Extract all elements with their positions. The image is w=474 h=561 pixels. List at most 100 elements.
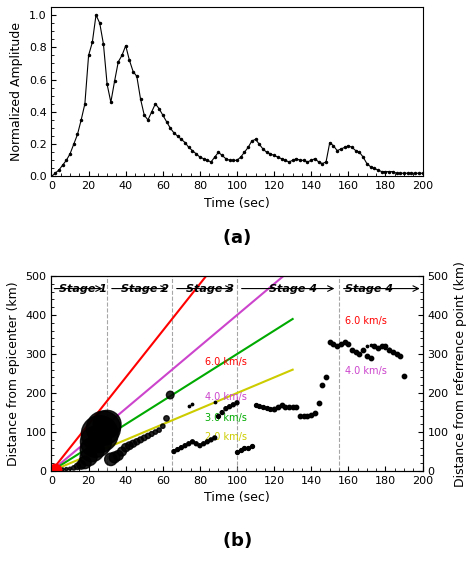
Point [215, 412, 222, 421]
Text: Stage 1: Stage 1 [59, 283, 107, 293]
Point [337, 340, 345, 349]
Point [103, 420, 111, 429]
Point [181, 441, 189, 450]
Point [51, 466, 59, 475]
X-axis label: Time (sec): Time (sec) [204, 197, 270, 210]
Point [66, 464, 74, 473]
Point [382, 343, 389, 352]
Point [77, 461, 85, 470]
Point [278, 400, 285, 409]
Y-axis label: Normalized Amplitude: Normalized Amplitude [10, 22, 23, 161]
Point [252, 400, 259, 409]
Point [137, 435, 144, 444]
Point [196, 441, 204, 450]
Point [174, 445, 182, 454]
Point [345, 340, 352, 349]
Point [133, 438, 141, 447]
Point [163, 414, 170, 423]
Point [118, 447, 126, 456]
Point [285, 402, 293, 411]
Point [378, 342, 385, 351]
Point [255, 401, 263, 410]
Point [385, 344, 393, 353]
Point [248, 441, 255, 450]
Point [219, 408, 226, 417]
Point [382, 342, 389, 351]
Point [144, 431, 152, 440]
Point [367, 353, 374, 362]
Point [359, 346, 367, 355]
Point [304, 411, 311, 420]
Point [363, 342, 371, 351]
Text: 3.0 km/s: 3.0 km/s [205, 413, 247, 423]
Y-axis label: Distance from epicenter (km): Distance from epicenter (km) [7, 281, 20, 466]
Point [244, 443, 252, 452]
Point [178, 443, 185, 452]
Point [211, 434, 219, 443]
Point [203, 438, 211, 447]
Point [55, 466, 63, 475]
Point [282, 402, 289, 411]
Point [222, 404, 230, 413]
Point [189, 399, 196, 408]
Point [315, 398, 322, 407]
Point [59, 465, 66, 474]
Point [274, 402, 282, 411]
Point [389, 348, 397, 357]
Point [233, 398, 241, 407]
Text: $\bf{(a)}$: $\bf{(a)}$ [222, 227, 252, 247]
Point [155, 426, 163, 435]
Point [115, 451, 122, 460]
Point [237, 445, 245, 454]
Point [300, 412, 308, 421]
Text: Stage 3: Stage 3 [186, 283, 234, 293]
Point [207, 435, 215, 444]
Point [326, 338, 334, 347]
Point [374, 344, 382, 353]
Point [367, 341, 374, 350]
Text: 4.0 km/s: 4.0 km/s [345, 366, 386, 376]
Point [348, 346, 356, 355]
Point [51, 466, 59, 475]
Point [129, 439, 137, 448]
Point [96, 430, 103, 439]
Point [270, 405, 278, 414]
Point [330, 340, 337, 349]
Text: $\bf{(b)}$: $\bf{(b)}$ [222, 530, 252, 550]
Point [200, 439, 208, 448]
Point [400, 371, 408, 380]
Point [266, 404, 274, 413]
Text: Stage 4: Stage 4 [345, 283, 392, 293]
Point [259, 402, 267, 411]
Point [111, 453, 118, 462]
Point [63, 465, 70, 473]
Point [122, 443, 129, 452]
Point [92, 438, 100, 447]
Point [263, 403, 271, 412]
Point [270, 404, 278, 413]
Point [152, 427, 159, 436]
Point [319, 381, 326, 390]
Point [356, 350, 363, 358]
Text: 4.0 km/s: 4.0 km/s [205, 392, 247, 402]
Point [363, 352, 371, 361]
Point [81, 458, 89, 467]
Point [170, 447, 178, 456]
Point [211, 397, 219, 406]
Point [385, 346, 393, 355]
Point [140, 434, 148, 443]
Text: Stage 2: Stage 2 [121, 283, 169, 293]
Point [226, 402, 233, 411]
Point [189, 438, 196, 447]
Point [311, 409, 319, 418]
Point [233, 447, 241, 456]
Point [241, 444, 248, 453]
Point [185, 439, 192, 448]
Point [371, 342, 378, 351]
Point [289, 402, 296, 411]
Text: 2.0 km/s: 2.0 km/s [205, 432, 247, 442]
Point [89, 445, 96, 454]
Point [308, 410, 315, 419]
Point [185, 401, 192, 410]
Point [393, 350, 401, 358]
